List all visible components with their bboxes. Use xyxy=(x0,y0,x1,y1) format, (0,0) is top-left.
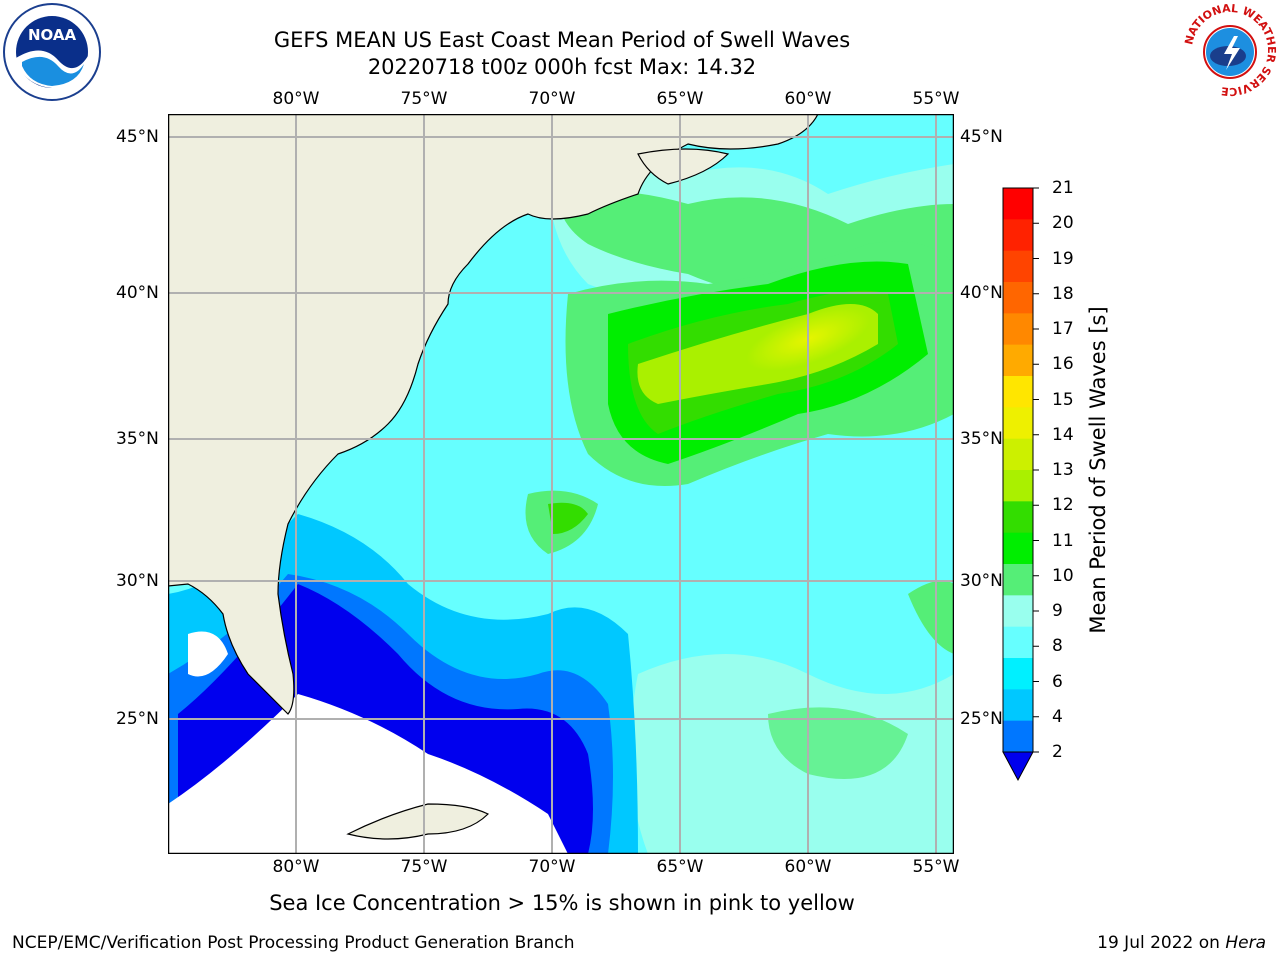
colorbar-swatch xyxy=(1003,344,1033,377)
noaa-logo-text: NOAA xyxy=(28,26,77,44)
swell-period-map xyxy=(168,114,954,854)
longitude-label-top: 55°W xyxy=(912,89,960,109)
colorbar-swatch xyxy=(1003,250,1033,283)
colorbar-swatch xyxy=(1003,626,1033,659)
colorbar-swatch xyxy=(1003,313,1033,346)
colorbar-tick-label: 10 xyxy=(1052,565,1074,586)
colorbar-tick-label: 12 xyxy=(1052,495,1074,516)
colorbar-swatch xyxy=(1003,376,1033,408)
colorbar-swatch xyxy=(1003,188,1033,220)
colorbar-swatch xyxy=(1003,564,1033,596)
longitude-label-bottom: 70°W xyxy=(528,857,576,877)
colorbar-tick-label: 16 xyxy=(1052,354,1074,375)
cuba-land xyxy=(346,803,490,840)
longitude-label-bottom: 65°W xyxy=(656,857,704,877)
longitude-label-top: 60°W xyxy=(784,89,832,109)
colorbar-swatch xyxy=(1003,532,1033,565)
latitude-label-right: 35°N xyxy=(960,429,1003,449)
colorbar xyxy=(1002,187,1039,782)
latitude-label-right: 40°N xyxy=(960,283,1003,303)
sea-ice-caption: Sea Ice Concentration > 15% is shown in … xyxy=(269,891,855,915)
colorbar-tick-label: 9 xyxy=(1052,601,1063,621)
colorbar-tick-label: 11 xyxy=(1052,530,1074,551)
nws-logo: NATIONAL WEATHER SERVICE xyxy=(1182,2,1278,98)
colorbar-tick-label: 4 xyxy=(1052,706,1063,727)
colorbar-title: Mean Period of Swell Waves [s] xyxy=(1086,306,1110,634)
colorbar-tick-label: 6 xyxy=(1052,671,1063,692)
colorbar-swatch xyxy=(1003,720,1033,753)
colorbar-tick-label: 13 xyxy=(1052,460,1074,480)
colorbar-swatch xyxy=(1003,595,1033,628)
colorbar-swatch xyxy=(1003,658,1033,690)
noaa-logo: NOAA xyxy=(3,3,101,101)
colorbar-tick-label: 14 xyxy=(1052,424,1074,445)
latitude-label-left: 40°N xyxy=(116,283,159,303)
colorbar-extend-triangle xyxy=(1002,751,1034,782)
footer-date: 19 Jul 2022 on Hera xyxy=(1097,933,1266,953)
colorbar-tick-label: 20 xyxy=(1052,213,1074,234)
longitude-label-bottom: 80°W xyxy=(272,857,320,877)
colorbar-tick-label: 17 xyxy=(1052,319,1074,339)
longitude-label-top: 75°W xyxy=(400,89,448,109)
longitude-label-top: 80°W xyxy=(272,89,320,109)
longitude-label-bottom: 55°W xyxy=(912,857,960,877)
colorbar-swatch xyxy=(1003,438,1033,471)
colorbar-swatch xyxy=(1003,282,1033,314)
latitude-label-left: 25°N xyxy=(116,709,159,729)
colorbar-tick-label: 21 xyxy=(1052,178,1074,198)
colorbar-tick-label: 2 xyxy=(1052,742,1063,762)
longitude-label-top: 70°W xyxy=(528,89,576,109)
chart-title: GEFS MEAN US East Coast Mean Period of S… xyxy=(273,28,851,52)
latitude-label-left: 35°N xyxy=(116,429,159,449)
colorbar-swatch xyxy=(1003,470,1033,502)
colorbar-tick-label: 18 xyxy=(1052,283,1074,304)
colorbar-swatch xyxy=(1003,219,1033,252)
colorbar-tick-label: 8 xyxy=(1052,636,1063,657)
latitude-label-left: 45°N xyxy=(116,127,159,147)
longitude-label-bottom: 60°W xyxy=(784,857,832,877)
latitude-label-right: 25°N xyxy=(960,709,1003,729)
colorbar-swatch xyxy=(1003,407,1033,440)
footer-credit: NCEP/EMC/Verification Post Processing Pr… xyxy=(12,933,575,953)
colorbar-tick-label: 19 xyxy=(1052,248,1074,269)
colorbar-swatch xyxy=(1003,689,1033,722)
longitude-label-bottom: 75°W xyxy=(400,857,448,877)
latitude-label-right: 45°N xyxy=(960,127,1003,147)
colorbar-tick-label: 15 xyxy=(1052,389,1074,410)
colorbar-swatch xyxy=(1003,501,1033,534)
map-frame xyxy=(168,114,954,854)
latitude-label-left: 30°N xyxy=(116,571,159,591)
us-east-coast-land xyxy=(168,114,819,715)
chart-subtitle: 20220718 t00z 000h fcst Max: 14.32 xyxy=(367,55,757,79)
latitude-label-right: 30°N xyxy=(960,571,1003,591)
longitude-label-top: 65°W xyxy=(656,89,704,109)
footer-host: Hera xyxy=(1225,933,1266,953)
